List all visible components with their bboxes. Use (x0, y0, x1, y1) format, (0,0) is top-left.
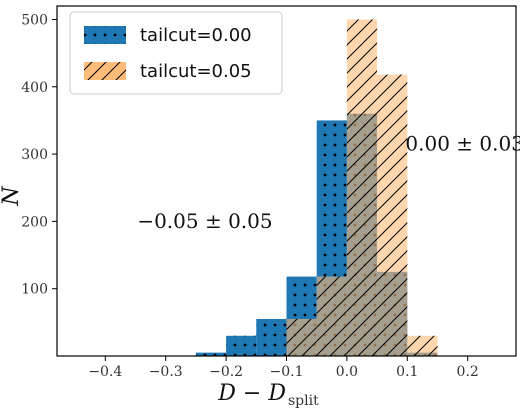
axis-ticks: −0.4 −0.3 −0.2 −0.1 0.0 0.1 0.2 100 200 300 400 500 (21, 12, 479, 380)
x-tick-label: 0.1 (396, 364, 418, 380)
x-tick-label: −0.4 (88, 364, 122, 380)
legend-label-tailcut-005: tailcut=0.05 (140, 61, 252, 82)
bar-hatch-tailcut=0.00-0 (195, 352, 227, 356)
x-axis-label: D − D (217, 381, 286, 406)
y-axis-label: N (0, 186, 24, 207)
y-tick-label: 400 (21, 80, 48, 96)
x-tick-label: 0.2 (457, 364, 479, 380)
legend-label-tailcut-000: tailcut=0.00 (140, 25, 252, 46)
x-tick-label: −0.2 (209, 364, 243, 380)
bar-hatch-tailcut=0.00-1 (226, 335, 257, 356)
x-tick-label: 0.0 (336, 364, 358, 380)
annotation-right: 0.00 ± 0.03 (405, 132, 520, 156)
x-tick-label: −0.1 (270, 364, 304, 380)
legend-swatch-tailcut-005-hatch (84, 62, 126, 80)
annotation-left: −0.05 ± 0.05 (137, 209, 272, 233)
x-tick-label: −0.3 (149, 364, 183, 380)
x-axis-label-subscript: split (288, 393, 319, 409)
y-tick-label: 300 (21, 147, 48, 163)
bar-hatch-tailcut=0.05-3 (377, 74, 408, 357)
bar-hatch-tailcut=0.00-2 (256, 318, 287, 356)
y-tick-label: 500 (21, 12, 48, 28)
y-tick-label: 100 (21, 282, 48, 298)
bar-hatch-tailcut=0.05-0 (286, 318, 317, 356)
bar-hatch-tailcut=0.05-2 (346, 19, 378, 356)
y-tick-label: 200 (21, 214, 48, 230)
legend: tailcut=0.00 tailcut=0.05 (69, 11, 283, 95)
bar-hatch-tailcut=0.05-4 (407, 335, 438, 356)
series-tailcut-005-bars (286, 19, 438, 357)
legend-swatch-tailcut-000-hatch (84, 26, 126, 44)
bar-hatch-tailcut=0.05-1 (316, 276, 347, 356)
